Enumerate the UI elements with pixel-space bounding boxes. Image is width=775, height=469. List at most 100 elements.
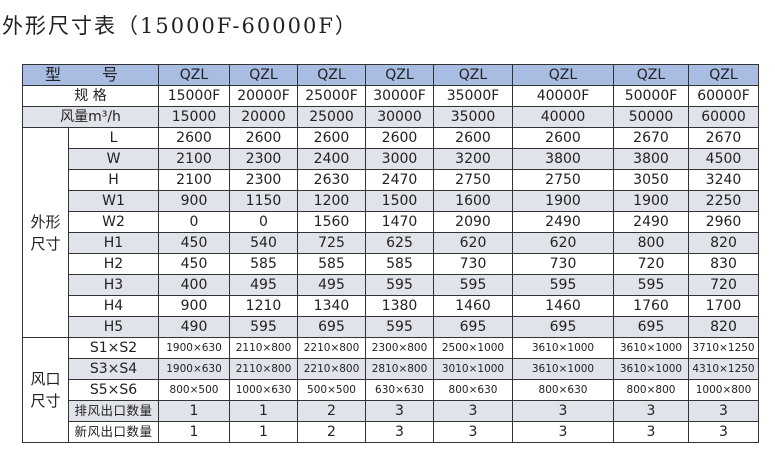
table-cell: 1460 [433,295,513,317]
table-cell: 40000F [512,85,614,107]
row-label: W2 [68,211,159,233]
table-cell: 585 [365,253,434,275]
table-cell: 2100 [158,169,230,191]
table-cell: 695 [613,316,689,338]
table-cell: 1500 [365,190,434,212]
row-label: L [68,127,159,149]
table-cell: 2810×800 [365,358,434,380]
table-cell: 2600 [433,127,513,149]
table-cell: 2 [297,421,366,443]
spec-row: 规 格 15000F 20000F 25000F 30000F 35000F 40000F 5… [22,85,759,107]
table-cell: 450 [158,253,230,275]
table-cell: 495 [229,274,298,296]
table-cell: 15000F [158,85,230,107]
table-cell: 3050 [613,169,689,191]
table-cell: 2490 [512,211,614,233]
table-row: H1 450 540 725 625 620 620 800 820 [23,232,759,254]
table-row: 排风出口数量 1 1 2 3 3 3 3 3 [23,400,759,422]
table-cell: 595 [613,274,689,296]
row-label: H [68,169,159,191]
row-label: H2 [68,253,159,275]
table-cell: 1900 [613,190,689,212]
row-label: W1 [68,190,159,212]
table-row: H3 400 495 495 595 595 595 595 720 [23,274,759,296]
table-cell: 1560 [297,211,366,233]
table-cell: 30000F [365,85,434,107]
table-cell: 820 [688,316,759,338]
table-cell: 1340 [297,295,366,317]
table-cell: 630×630 [365,379,434,401]
table-cell: 2300 [229,148,298,170]
table-cell: 800×630 [433,379,513,401]
table-cell: 595 [433,274,513,296]
table-cell: 1 [158,421,230,443]
table-cell: 2960 [688,211,759,233]
table-cell: QZL [158,64,230,86]
table-cell: 595 [229,316,298,338]
table-cell: 2600 [158,127,230,149]
table-cell: 800×630 [512,379,614,401]
table-cell: 20000 [229,106,298,128]
row-label: H5 [68,316,159,338]
table-cell: 25000 [297,106,366,128]
table-cell: 2670 [688,127,759,149]
table-cell: 620 [433,232,513,254]
table-cell: 1150 [229,190,298,212]
table-cell: 730 [433,253,513,275]
table-cell: QZL [229,64,298,86]
table-cell: 3610×1000 [613,337,689,359]
table-cell: 2110×800 [229,358,298,380]
table-cell: 2750 [512,169,614,191]
outlets-group-label-text: 风口尺寸 [30,370,61,410]
table-cell: 1760 [613,295,689,317]
table-cell: 2100 [158,148,230,170]
table-row: S3×S4 1900×630 2110×800 2210×800 2810×800 301… [23,358,759,380]
table-cell: 3 [688,421,759,443]
table-cell: 35000F [433,85,513,107]
table-cell: 725 [297,232,366,254]
table-row: W 2100 2300 2400 3000 3200 3800 3800 4500 [23,148,759,170]
table-cell: 1900 [512,190,614,212]
row-label: 排风出口数量 [68,400,159,422]
table-cell: 900 [158,190,230,212]
table-cell: 800×800 [613,379,689,401]
table-cell: 60000 [688,106,759,128]
table-cell: QZL [688,64,759,86]
table-cell: 25000F [297,85,366,107]
table-cell: 830 [688,253,759,275]
table-row: H5 490 595 695 595 695 695 695 820 [23,316,759,338]
row-label: H4 [68,295,159,317]
table-cell: 3800 [613,148,689,170]
table-cell: 490 [158,316,230,338]
table-cell: 2210×800 [297,358,366,380]
table-cell: 35000 [433,106,513,128]
table-cell: 720 [613,253,689,275]
table-cell: 450 [158,232,230,254]
table-cell: 820 [688,232,759,254]
table-cell: 50000 [613,106,689,128]
table-cell: QZL [433,64,513,86]
table-cell: 3000 [365,148,434,170]
table-cell: 620 [512,232,614,254]
row-label: 新风出口数量 [68,421,159,443]
spec-row-label: 规 格 [22,85,159,107]
table-cell: 540 [229,232,298,254]
dimensions-group-label-text: 外形尺寸 [30,212,61,253]
table-cell: 3010×1000 [433,358,513,380]
table-cell: 3 [613,421,689,443]
row-label: S3×S4 [68,358,159,380]
row-label: S1×S2 [68,337,159,359]
table-cell: 3 [365,421,434,443]
table-cell: 3710×1250 [688,337,759,359]
table-cell: QZL [365,64,434,86]
table-cell: 4310×1250 [688,358,759,380]
table-cell: 2110×800 [229,337,298,359]
table-cell: 1470 [365,211,434,233]
table-cell: 2400 [297,148,366,170]
airflow-row-label: 风量m³/h [22,106,159,128]
table-cell: 3 [512,400,614,422]
table-cell: 0 [229,211,298,233]
table-cell: 2490 [613,211,689,233]
table-cell: 20000F [229,85,298,107]
table-cell: 1700 [688,295,759,317]
